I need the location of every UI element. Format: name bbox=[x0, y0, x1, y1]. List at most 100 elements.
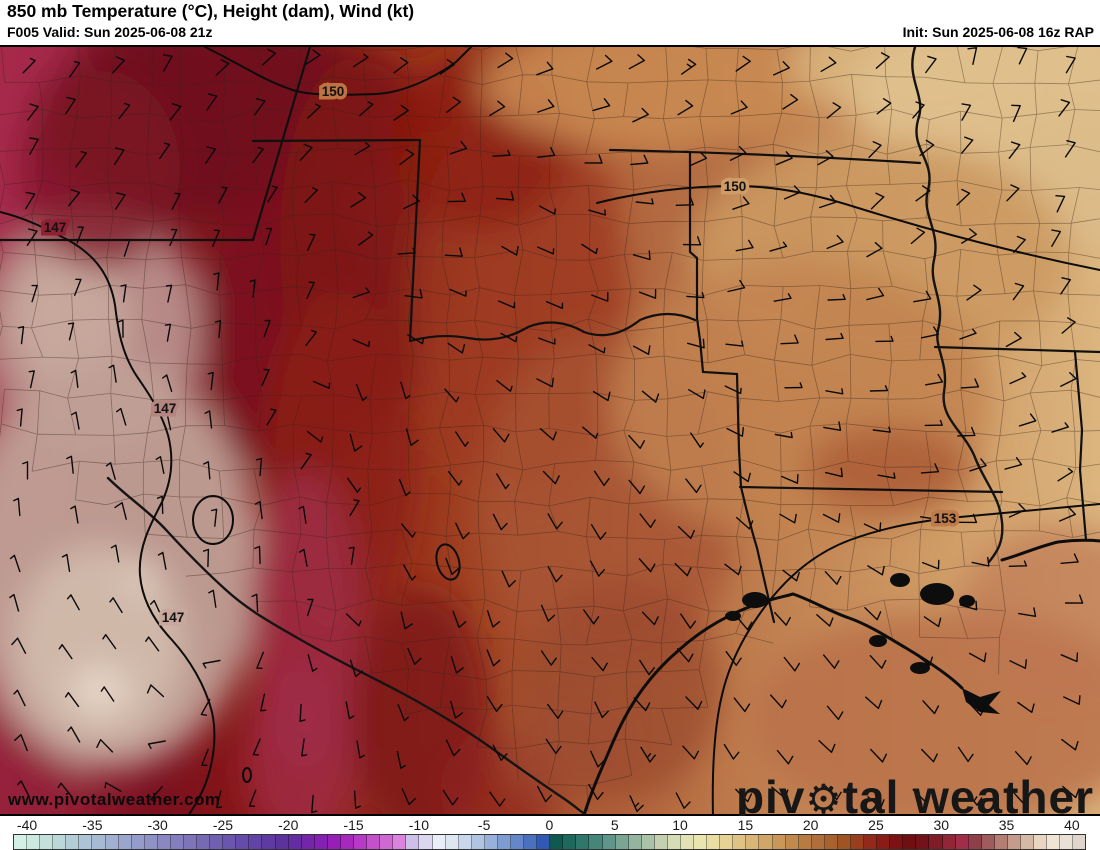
colorbar-cell bbox=[654, 835, 668, 849]
gear-icon: ⚙ bbox=[805, 776, 843, 822]
colorbar-cell bbox=[720, 835, 734, 849]
colorbar-cell bbox=[105, 835, 119, 849]
colorbar-cell bbox=[275, 835, 289, 849]
colorbar-cell bbox=[1007, 835, 1022, 849]
mississippi-river bbox=[911, 47, 1004, 564]
colorbar-cell bbox=[510, 835, 525, 849]
colorbar-cell bbox=[994, 835, 1008, 849]
colorbar-cell bbox=[393, 835, 407, 849]
colorbar-cell bbox=[628, 835, 642, 849]
colorbar-cell bbox=[236, 835, 250, 849]
colorbar-cell bbox=[537, 835, 551, 849]
colorbar-cell bbox=[131, 835, 145, 849]
map-canvas[interactable]: 150 150 147 147 147 153 www.pivotalweather.co… bbox=[0, 45, 1100, 820]
colorbar-cell bbox=[79, 835, 93, 849]
watermark-url: www.pivotalweather.com bbox=[8, 790, 221, 809]
colorbar-cell bbox=[432, 835, 446, 849]
scale-tick--25: -25 bbox=[212, 817, 234, 833]
colorbar-cell bbox=[864, 835, 878, 849]
colorbar-cell bbox=[14, 835, 28, 849]
scale-tick-labels: -40 -35 -30 -25 -20 -15 -10 -5 0 5 10 15 20 25 30 35 40 bbox=[0, 817, 1100, 834]
colorbar-cell bbox=[157, 835, 171, 849]
scale-tick-40: 40 bbox=[1064, 817, 1080, 833]
colorbar-cell bbox=[1034, 835, 1048, 849]
scale-tick-25: 25 bbox=[868, 817, 884, 833]
colorbar-cell bbox=[694, 835, 708, 849]
pivotal-weather-logo: piv⚙tal weather bbox=[736, 774, 1094, 820]
colorbar-cell bbox=[563, 835, 577, 849]
colorbar-cell bbox=[327, 835, 341, 849]
colorbar-cell bbox=[877, 835, 891, 849]
colorbar-cell bbox=[707, 835, 721, 849]
colorbar-cell bbox=[53, 835, 67, 849]
colorbar-cell bbox=[223, 835, 237, 849]
colorbar-cell bbox=[798, 835, 812, 849]
colorbar-cell bbox=[1047, 835, 1061, 849]
colorbar-cell bbox=[340, 835, 355, 849]
colorbar-cell bbox=[144, 835, 158, 849]
colorbar-cell bbox=[680, 835, 695, 849]
colorbar-cell bbox=[40, 835, 54, 849]
scale-tick-10: 10 bbox=[672, 817, 688, 833]
colorbar-cell bbox=[759, 835, 773, 849]
colorbar-cell bbox=[497, 835, 511, 849]
colorbar-cell bbox=[955, 835, 969, 849]
colorbar-cell bbox=[210, 835, 224, 849]
colorbar-cell bbox=[419, 835, 433, 849]
colorbar-cell bbox=[184, 835, 198, 849]
colorbar-cell bbox=[968, 835, 982, 849]
colorbar-cell bbox=[1073, 835, 1086, 849]
valid-time-label: F005 Valid: Sun 2025-06-08 21z bbox=[7, 24, 213, 40]
page-title: 850 mb Temperature (°C), Height (dam), W… bbox=[7, 1, 415, 21]
scale-tick--5: -5 bbox=[477, 817, 491, 833]
colorbar-cell bbox=[942, 835, 956, 849]
colorbar-cell bbox=[641, 835, 655, 849]
colorbar-cell bbox=[589, 835, 603, 849]
contour-label: 153 bbox=[934, 511, 957, 526]
colorbar-cell bbox=[1021, 835, 1035, 849]
colorbar-cell bbox=[301, 835, 315, 849]
scale-tick-35: 35 bbox=[998, 817, 1015, 833]
scale-tick-20: 20 bbox=[802, 817, 819, 833]
scale-tick--15: -15 bbox=[343, 817, 364, 833]
scale-tick--30: -30 bbox=[147, 817, 168, 833]
colorbar-cell bbox=[380, 835, 394, 849]
colorbar-cell bbox=[262, 835, 276, 849]
contour-label: 150 bbox=[724, 179, 747, 194]
colorbar-cell bbox=[602, 835, 616, 849]
contour-label: 150 bbox=[322, 84, 345, 99]
colorbar-cell bbox=[354, 835, 368, 849]
scale-tick-15: 15 bbox=[737, 817, 754, 833]
colorbar-cell bbox=[27, 835, 41, 849]
colorbar-cell bbox=[916, 835, 930, 849]
colorbar-cell bbox=[772, 835, 786, 849]
logo-text-right: tal weather bbox=[842, 771, 1094, 823]
colorbar-cell bbox=[484, 835, 498, 849]
weather-field-svg: 150 150 147 147 147 153 bbox=[0, 47, 1100, 814]
colorbar-cell bbox=[170, 835, 185, 849]
colorbar-cell bbox=[785, 835, 799, 849]
colorbar-cell bbox=[367, 835, 381, 849]
colorbar-cell bbox=[981, 835, 995, 849]
colorbar-cell bbox=[811, 835, 825, 849]
colorbar-cell bbox=[249, 835, 263, 849]
colorbar-cell bbox=[406, 835, 420, 849]
colorbar-cell bbox=[471, 835, 485, 849]
colorbar-cell bbox=[851, 835, 865, 849]
colorbar-cell bbox=[118, 835, 132, 849]
colorbar-cell bbox=[458, 835, 472, 849]
scale-tick-30: 30 bbox=[933, 817, 950, 833]
logo-text-left: piv bbox=[735, 771, 806, 823]
colorbar-cell bbox=[824, 835, 838, 849]
colorbar-cell bbox=[524, 835, 538, 849]
colorbar-cell bbox=[903, 835, 917, 849]
rivers bbox=[106, 47, 1004, 814]
contour-label: 147 bbox=[154, 401, 177, 416]
scale-tick--40: -40 bbox=[16, 817, 38, 833]
colorbar-cell bbox=[92, 835, 106, 849]
header: 850 mb Temperature (°C), Height (dam), W… bbox=[0, 0, 1100, 45]
scale-tick--20: -20 bbox=[278, 817, 299, 833]
colorbar-cell bbox=[746, 835, 760, 849]
init-time-label: Init: Sun 2025-06-08 16z RAP bbox=[902, 24, 1094, 40]
